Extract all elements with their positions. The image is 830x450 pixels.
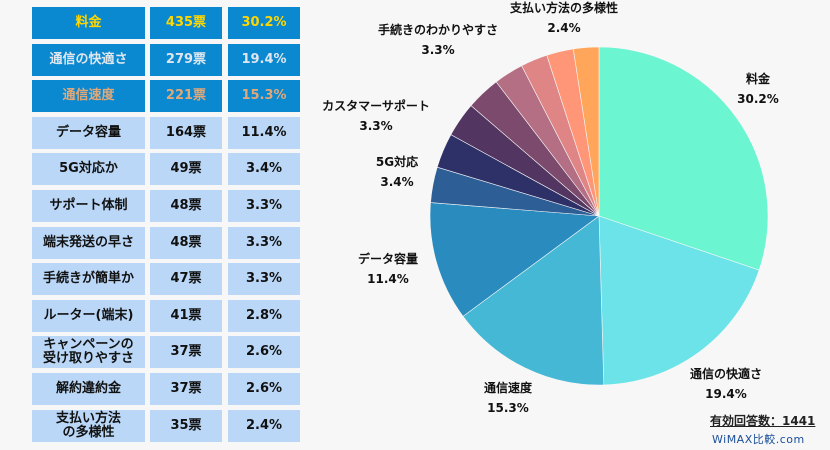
table-cell-pct: 19.4% [228,43,300,76]
pie-label-pct: 2.4% [547,21,580,35]
pie-label-pct: 19.4% [705,387,747,401]
table-cell-pct: 3.3% [228,190,300,222]
table-cell-votes: 164票 [150,116,222,149]
table-cell-label: 端末発送の早さ [32,226,145,259]
table-cell-label: 通信の快適さ [32,43,145,76]
table-cell-pct: 30.2% [228,7,300,39]
pie-label-name: データ容量 [358,251,418,266]
pie-slice [598,46,769,271]
table-cell-label: データ容量 [32,116,145,149]
table-cell-pct: 15.3% [228,80,300,113]
table-cell-label: 解約違約金 [32,373,145,405]
table-cell-votes: 47票 [150,263,222,296]
table-cell-pct: 11.4% [228,116,300,149]
table-cell-pct: 2.8% [228,299,300,332]
pie-slice [429,202,600,317]
pie-label-pct: 30.2% [737,92,779,106]
table-cell-pct: 2.6% [228,336,300,369]
table-cell-pct: 3.3% [228,263,300,296]
pie-label-name: 料金 [746,71,771,86]
total-responses: 有効回答数：1441 [710,414,816,428]
pie-label-pct: 11.4% [367,272,409,286]
table-cell-votes: 435票 [150,7,222,39]
table-cell-votes: 279票 [150,43,222,76]
table-cell-label: 手続きが簡単か [32,263,145,296]
table-cell-pct: 2.6% [228,373,300,405]
table-cell-votes: 221票 [150,80,222,113]
pie-label-pct: 3.3% [359,119,392,133]
table-cell-votes: 48票 [150,190,222,222]
table-cell-votes: 35票 [150,409,222,442]
table-cell-label: サポート体制 [32,190,145,222]
table-cell-pct: 2.4% [228,409,300,442]
pie-label-name: 支払い方法の多様性 [509,0,618,15]
table-cell-label: 通信速度 [32,80,145,113]
pie-label-name: 通信速度 [484,380,533,395]
pie-label-name: 5G対応 [376,154,418,169]
pie-label-pct: 3.4% [380,175,413,189]
table-cell-pct: 3.3% [228,226,300,259]
pie-slice [462,215,605,386]
table-cell-votes: 37票 [150,373,222,405]
pie-label-name: カスタマーサポート [322,98,430,113]
pie-label-name: 通信の快適さ [690,366,762,381]
table-cell-votes: 49票 [150,153,222,186]
pie-slice [572,46,600,217]
table-cell-votes: 48票 [150,226,222,259]
table-cell-votes: 41票 [150,299,222,332]
table-cell-votes: 37票 [150,336,222,369]
table-cell-label: 5G対応か [32,153,145,186]
site-logo: WiMAX比較.com [712,433,805,446]
table-cell-label: 支払い方法 の多様性 [32,409,145,442]
pie-label-name: 手続きのわかりやすさ [378,22,498,37]
pie-label-pct: 15.3% [487,401,529,415]
table-cell-label: ルーター(端末) [32,299,145,332]
pie-label-pct: 3.3% [421,43,454,57]
table-cell-pct: 3.4% [228,153,300,186]
pie-slice [598,215,760,386]
table-cell-label: 料金 [32,7,145,39]
table-cell-label: キャンペーンの 受け取りやすさ [32,336,145,369]
